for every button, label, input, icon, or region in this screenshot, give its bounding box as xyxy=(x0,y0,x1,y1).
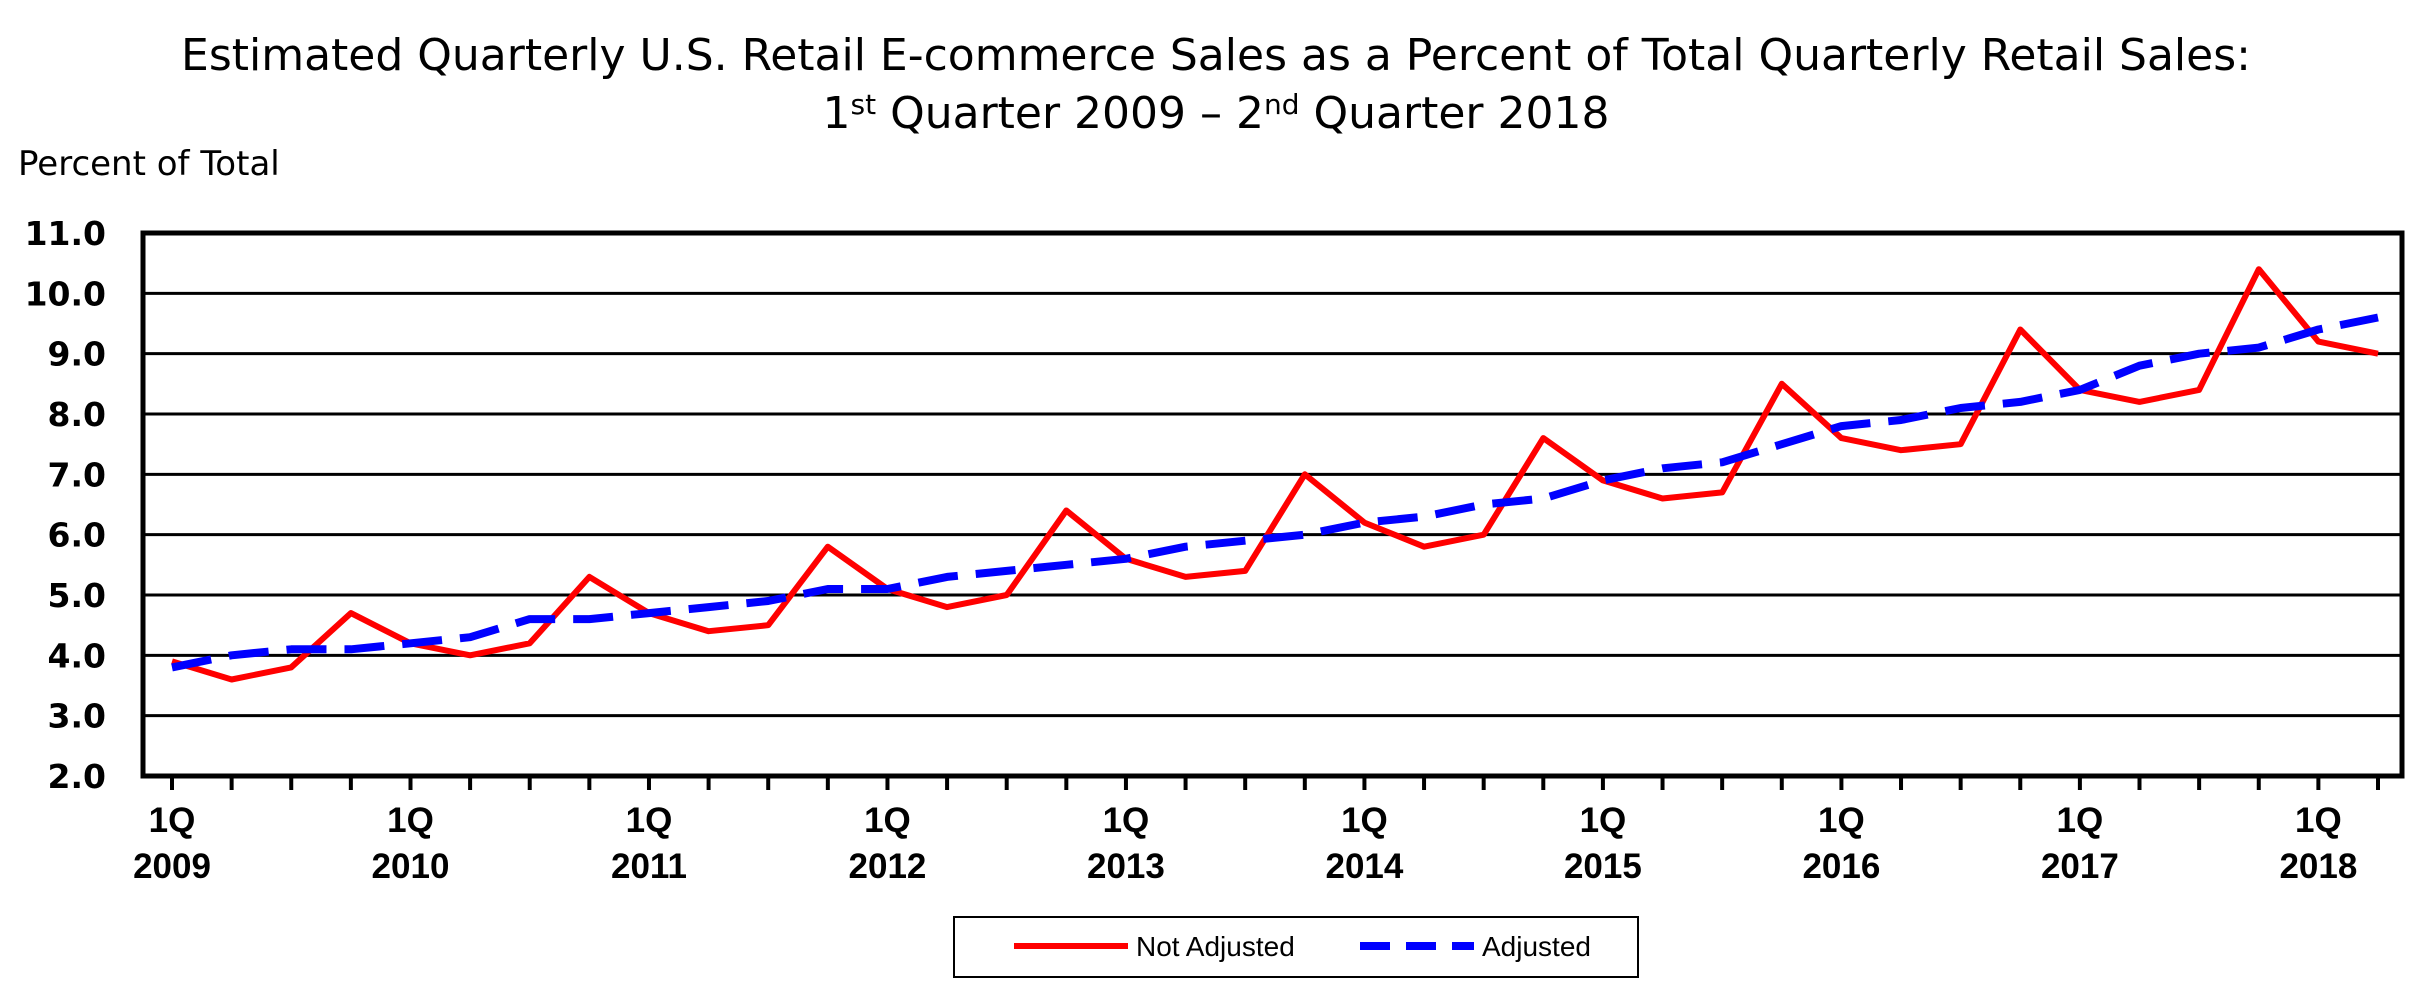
y-tick-label: 9.0 xyxy=(48,335,106,374)
plot-frame xyxy=(140,230,2405,779)
x-tick-label-quarter: 1Q xyxy=(626,801,673,840)
y-axis-label: Percent of Total xyxy=(18,144,280,184)
x-tick-label-quarter: 1Q xyxy=(149,801,196,840)
series-line-not-adjusted xyxy=(171,266,2379,683)
x-tick-label-year: 2016 xyxy=(1802,847,1880,886)
x-tick-label-quarter: 1Q xyxy=(387,801,434,840)
y-tick-label: 3.0 xyxy=(48,697,106,736)
x-tick-label-year: 2014 xyxy=(1325,847,1403,886)
x-tick-label-quarter: 1Q xyxy=(1341,801,1388,840)
x-tick-label-year: 2009 xyxy=(133,847,211,886)
y-axis-ticks: 2.0 3.0 4.0 5.0 6.0 7.0 8.0 9.0 10.0 11.0 xyxy=(25,214,106,796)
y-tick-label: 10.0 xyxy=(25,274,106,313)
x-tick-label-quarter: 1Q xyxy=(2057,801,2104,840)
title-q2-rest: Quarter 2018 xyxy=(1300,88,1610,139)
y-tick-label: 4.0 xyxy=(48,636,106,675)
x-tick-label-year: 2015 xyxy=(1564,847,1642,886)
x-tick-label-quarter: 1Q xyxy=(1103,801,1150,840)
title-q1-rest: Quarter 2009 – xyxy=(876,88,1236,139)
title-q1-number: 1 xyxy=(823,88,851,139)
legend-label-adjusted: Adjusted xyxy=(1482,931,1591,962)
x-tick-label-year: 2012 xyxy=(849,847,927,886)
x-tick-label-quarter: 1Q xyxy=(1580,801,1627,840)
series-lines xyxy=(171,266,2379,683)
x-tick-label-year: 2017 xyxy=(2041,847,2119,886)
y-tick-label: 7.0 xyxy=(48,455,106,494)
legend: Not Adjusted Adjusted xyxy=(953,916,1639,978)
chart-title-line1: Estimated Quarterly U.S. Retail E-commer… xyxy=(181,30,2251,81)
y-tick-label: 5.0 xyxy=(48,576,106,615)
x-axis-ticks: 1Q 2009 1Q 2010 1Q 2011 1Q 2012 1Q 2013 1Q 2014 1Q 20… xyxy=(133,776,2380,886)
y-tick-label: 2.0 xyxy=(48,757,106,796)
title-q2-number: 2 xyxy=(1236,88,1264,139)
legend-label-not-adjusted: Not Adjusted xyxy=(1136,931,1295,962)
x-tick-label-quarter: 1Q xyxy=(2295,801,2342,840)
y-tick-label: 6.0 xyxy=(48,516,106,555)
series-line-adjusted xyxy=(171,313,2379,672)
x-tick-label-year: 2013 xyxy=(1087,847,1165,886)
title-q2-superscript: nd xyxy=(1264,88,1300,121)
x-tick-label-year: 2018 xyxy=(2279,847,2357,886)
y-tick-label: 11.0 xyxy=(25,214,106,253)
title-q1-superscript: st xyxy=(851,88,877,121)
x-tick-label-quarter: 1Q xyxy=(864,801,911,840)
y-tick-label: 8.0 xyxy=(48,395,106,434)
chart-title-line2: 1st Quarter 2009 – 2nd Quarter 2018 xyxy=(823,88,1610,139)
x-tick-label-quarter: 1Q xyxy=(1818,801,1865,840)
x-tick-label-year: 2010 xyxy=(372,847,450,886)
x-tick-label-year: 2011 xyxy=(611,847,687,886)
gridlines xyxy=(143,291,2402,718)
